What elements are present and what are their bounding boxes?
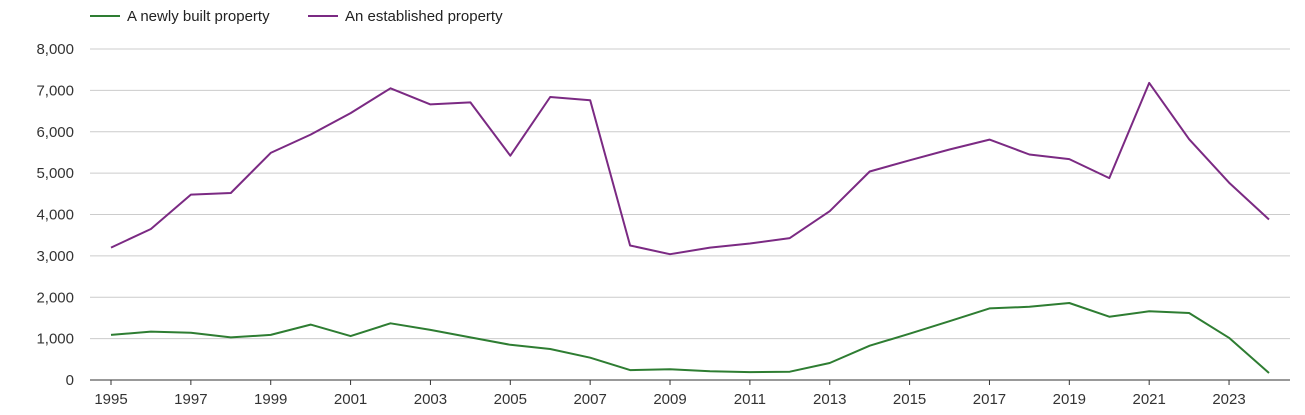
y-tick-label: 6,000 xyxy=(36,124,74,141)
x-tick-label: 2019 xyxy=(1053,391,1086,408)
legend-item-established[interactable]: An established property xyxy=(308,8,503,25)
y-tick-label: 7,000 xyxy=(36,82,74,99)
y-tick-label: 4,000 xyxy=(36,207,74,224)
x-tick-label: 2003 xyxy=(414,391,447,408)
legend[interactable]: A newly built property An established pr… xyxy=(90,8,503,25)
x-tick-label: 2009 xyxy=(653,391,686,408)
y-tick-label: 2,000 xyxy=(36,289,74,306)
x-tick-label: 1995 xyxy=(94,391,127,408)
gridlines xyxy=(90,48,1290,381)
y-tick-label: 3,000 xyxy=(36,248,74,265)
x-tick-label: 2015 xyxy=(893,391,926,408)
series-line-established xyxy=(110,81,1270,256)
x-tick-label: 2021 xyxy=(1132,391,1165,408)
axes: 0 1,000 2,000 3,000 4,000 5,000 6,000 7,000 8,00… xyxy=(36,41,1245,408)
legend-item-new-build[interactable]: A newly built property xyxy=(90,8,270,25)
x-tick-label: 1997 xyxy=(174,391,207,408)
x-tick-label: 1999 xyxy=(254,391,287,408)
x-tick-label: 2005 xyxy=(494,391,527,408)
y-tick-label: 8,000 xyxy=(36,41,74,58)
x-tick-label: 2001 xyxy=(334,391,367,408)
y-tick-label: 0 xyxy=(66,372,74,389)
series-line-new-build xyxy=(110,302,1270,374)
series-lines xyxy=(110,81,1270,374)
legend-label-established: An established property xyxy=(345,8,503,25)
x-tick-label: 2017 xyxy=(973,391,1006,408)
legend-label-new-build: A newly built property xyxy=(127,8,270,25)
x-tick-label: 2011 xyxy=(734,391,766,408)
x-tick-label: 2013 xyxy=(813,391,846,408)
x-tick-label: 2007 xyxy=(573,391,606,408)
y-tick-label: 5,000 xyxy=(36,165,74,182)
x-tick-label: 2023 xyxy=(1212,391,1245,408)
y-tick-label: 1,000 xyxy=(36,331,74,348)
